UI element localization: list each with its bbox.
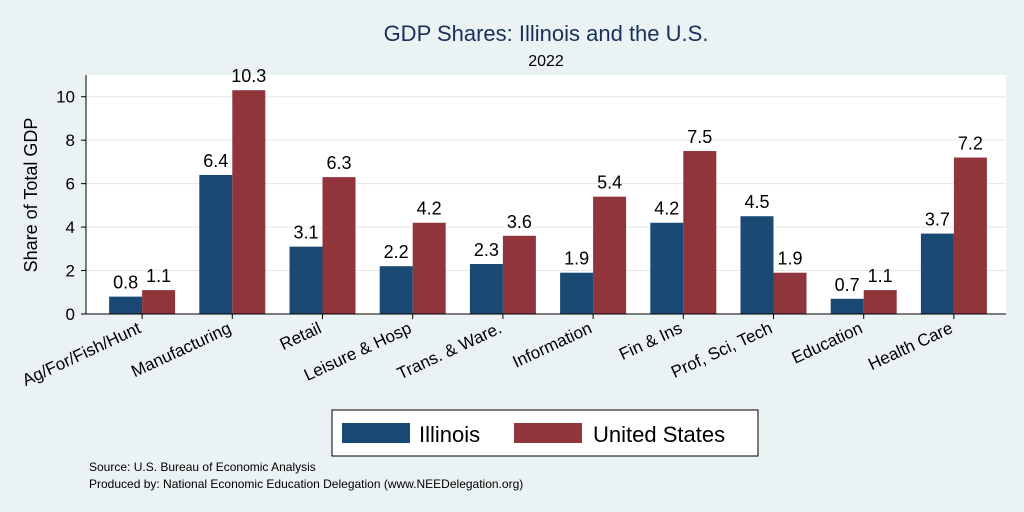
chart-subtitle: 2022 xyxy=(528,53,564,70)
bar-united-states-education xyxy=(863,290,897,314)
y-tick-label: 2 xyxy=(66,262,75,281)
legend-label-illinois: Illinois xyxy=(419,422,480,447)
value-label-united-states-health-care: 7.2 xyxy=(958,134,983,154)
value-label-illinois-education: 0.7 xyxy=(835,275,860,295)
bars xyxy=(109,90,987,314)
bar-united-states-ag-for-fish-hunt xyxy=(142,290,176,314)
legend: Illinois United States xyxy=(331,409,759,457)
source-note: Source: U.S. Bureau of Economic Analysis xyxy=(89,460,316,474)
value-label-illinois-fin-ins: 4.2 xyxy=(654,199,679,219)
bar-united-states-information xyxy=(593,196,627,314)
value-label-united-states-fin-ins: 7.5 xyxy=(687,127,712,147)
value-label-united-states-retail: 6.3 xyxy=(326,153,351,173)
bar-illinois-leisure-hosp xyxy=(379,266,413,314)
value-label-united-states-education: 1.1 xyxy=(868,266,893,286)
value-label-illinois-retail: 3.1 xyxy=(293,223,318,243)
value-label-illinois-information: 1.9 xyxy=(564,249,589,269)
value-label-united-states-manufacturing: 10.3 xyxy=(231,66,266,86)
bar-united-states-prof-sci-tech xyxy=(773,272,807,314)
y-tick-label: 10 xyxy=(56,88,75,107)
bar-illinois-retail xyxy=(289,246,323,314)
value-label-united-states-ag-for-fish-hunt: 1.1 xyxy=(146,266,171,286)
value-label-illinois-health-care: 3.7 xyxy=(925,210,950,230)
produced-by-note: Produced by: National Economic Education… xyxy=(89,477,523,491)
value-label-illinois-ag-for-fish-hunt: 0.8 xyxy=(113,273,138,293)
bar-united-states-retail xyxy=(322,177,356,314)
y-axis-ticks: 0 2 4 6 8 10 xyxy=(56,88,86,324)
legend-label-united-states: United States xyxy=(593,422,725,447)
value-label-illinois-prof-sci-tech: 4.5 xyxy=(744,192,769,212)
bar-united-states-manufacturing xyxy=(232,90,266,314)
chart-title: GDP Shares: Illinois and the U.S. xyxy=(384,21,709,46)
y-tick-label: 4 xyxy=(66,218,75,237)
bar-illinois-fin-ins xyxy=(650,222,684,314)
bar-united-states-health-care xyxy=(953,157,987,314)
bar-illinois-ag-for-fish-hunt xyxy=(109,296,143,314)
value-label-illinois-manufacturing: 6.4 xyxy=(203,151,228,171)
bar-illinois-manufacturing xyxy=(199,174,233,314)
bar-illinois-prof-sci-tech xyxy=(740,216,774,314)
value-label-united-states-trans-ware: 3.6 xyxy=(507,212,532,232)
bar-united-states-fin-ins xyxy=(683,151,717,314)
value-label-illinois-leisure-hosp: 2.2 xyxy=(384,242,409,262)
y-tick-label: 0 xyxy=(66,305,75,324)
value-label-united-states-prof-sci-tech: 1.9 xyxy=(777,249,802,269)
bar-illinois-education xyxy=(830,298,864,314)
y-tick-label: 6 xyxy=(66,175,75,194)
bar-illinois-information xyxy=(560,272,594,314)
y-axis-label: Share of Total GDP xyxy=(21,118,41,273)
value-label-united-states-leisure-hosp: 4.2 xyxy=(417,199,442,219)
bar-united-states-trans-ware xyxy=(502,235,536,314)
legend-swatch-united-states xyxy=(514,423,582,443)
bar-illinois-trans-ware xyxy=(469,264,503,314)
data-labels: 0.8 1.1 6.4 10.3 3.1 6.3 2.2 4.2 2.3 3.6 1.9 5.4 4.2… xyxy=(113,66,983,295)
value-label-illinois-trans-ware: 2.3 xyxy=(474,240,499,260)
y-tick-label: 8 xyxy=(66,131,75,150)
legend-swatch-illinois xyxy=(342,423,410,443)
bar-illinois-health-care xyxy=(920,233,954,314)
bar-united-states-leisure-hosp xyxy=(412,222,446,314)
value-label-united-states-information: 5.4 xyxy=(597,173,622,193)
